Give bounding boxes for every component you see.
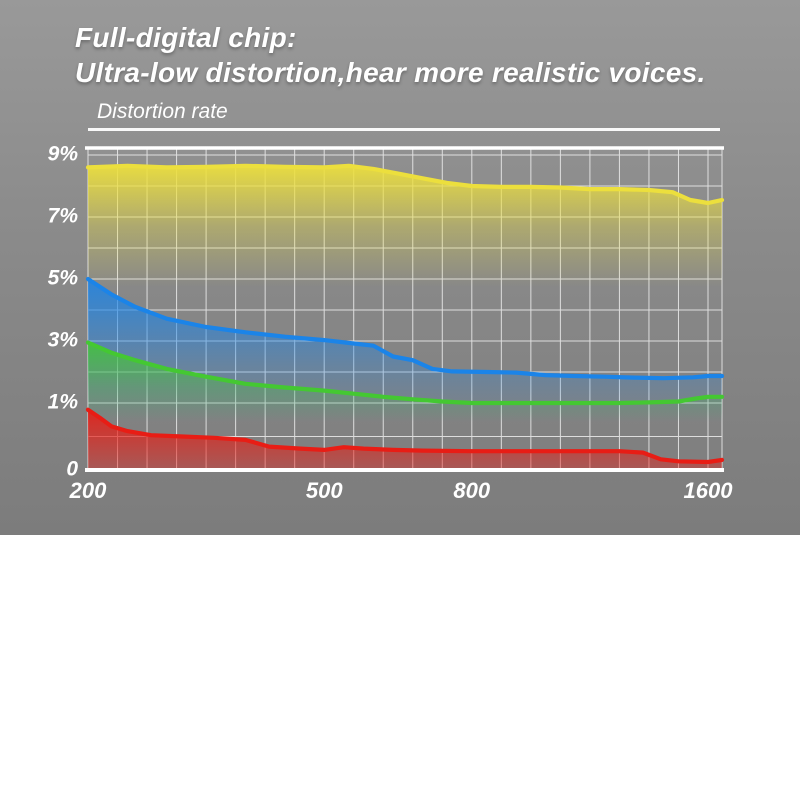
y-tick-label: 7% [48, 205, 79, 228]
series-line-1 [85, 276, 725, 381]
footer-section: :Other Without Digital Chip:Others Digit… [0, 535, 800, 800]
x-tick-label: 500 [306, 478, 343, 503]
y-tick-label: 3% [48, 329, 79, 352]
series-line-2 [85, 340, 725, 406]
headline-line2: Ultra-low distortion,hear more realistic… [75, 57, 706, 88]
y-tick-label: 9% [48, 143, 79, 166]
headline-line1: Full-digital chip: [75, 22, 297, 53]
series-area-3 [88, 409, 722, 470]
headline: Full-digital chip: Ultra-low distortion,… [75, 20, 706, 90]
x-tick-label: 1600 [684, 478, 734, 503]
y-tick-label: 0 [66, 458, 78, 481]
chart-section: Full-digital chip: Ultra-low distortion,… [0, 0, 800, 535]
divider-line [88, 128, 720, 131]
series-line-3 [85, 407, 725, 465]
chart-title: Distortion rate [97, 100, 228, 123]
series-line-0 [85, 163, 725, 206]
y-tick-label: 1% [48, 391, 79, 414]
x-tick-label: 800 [453, 478, 490, 503]
x-tick-label: 200 [69, 478, 107, 503]
y-tick-label: 5% [48, 267, 79, 290]
